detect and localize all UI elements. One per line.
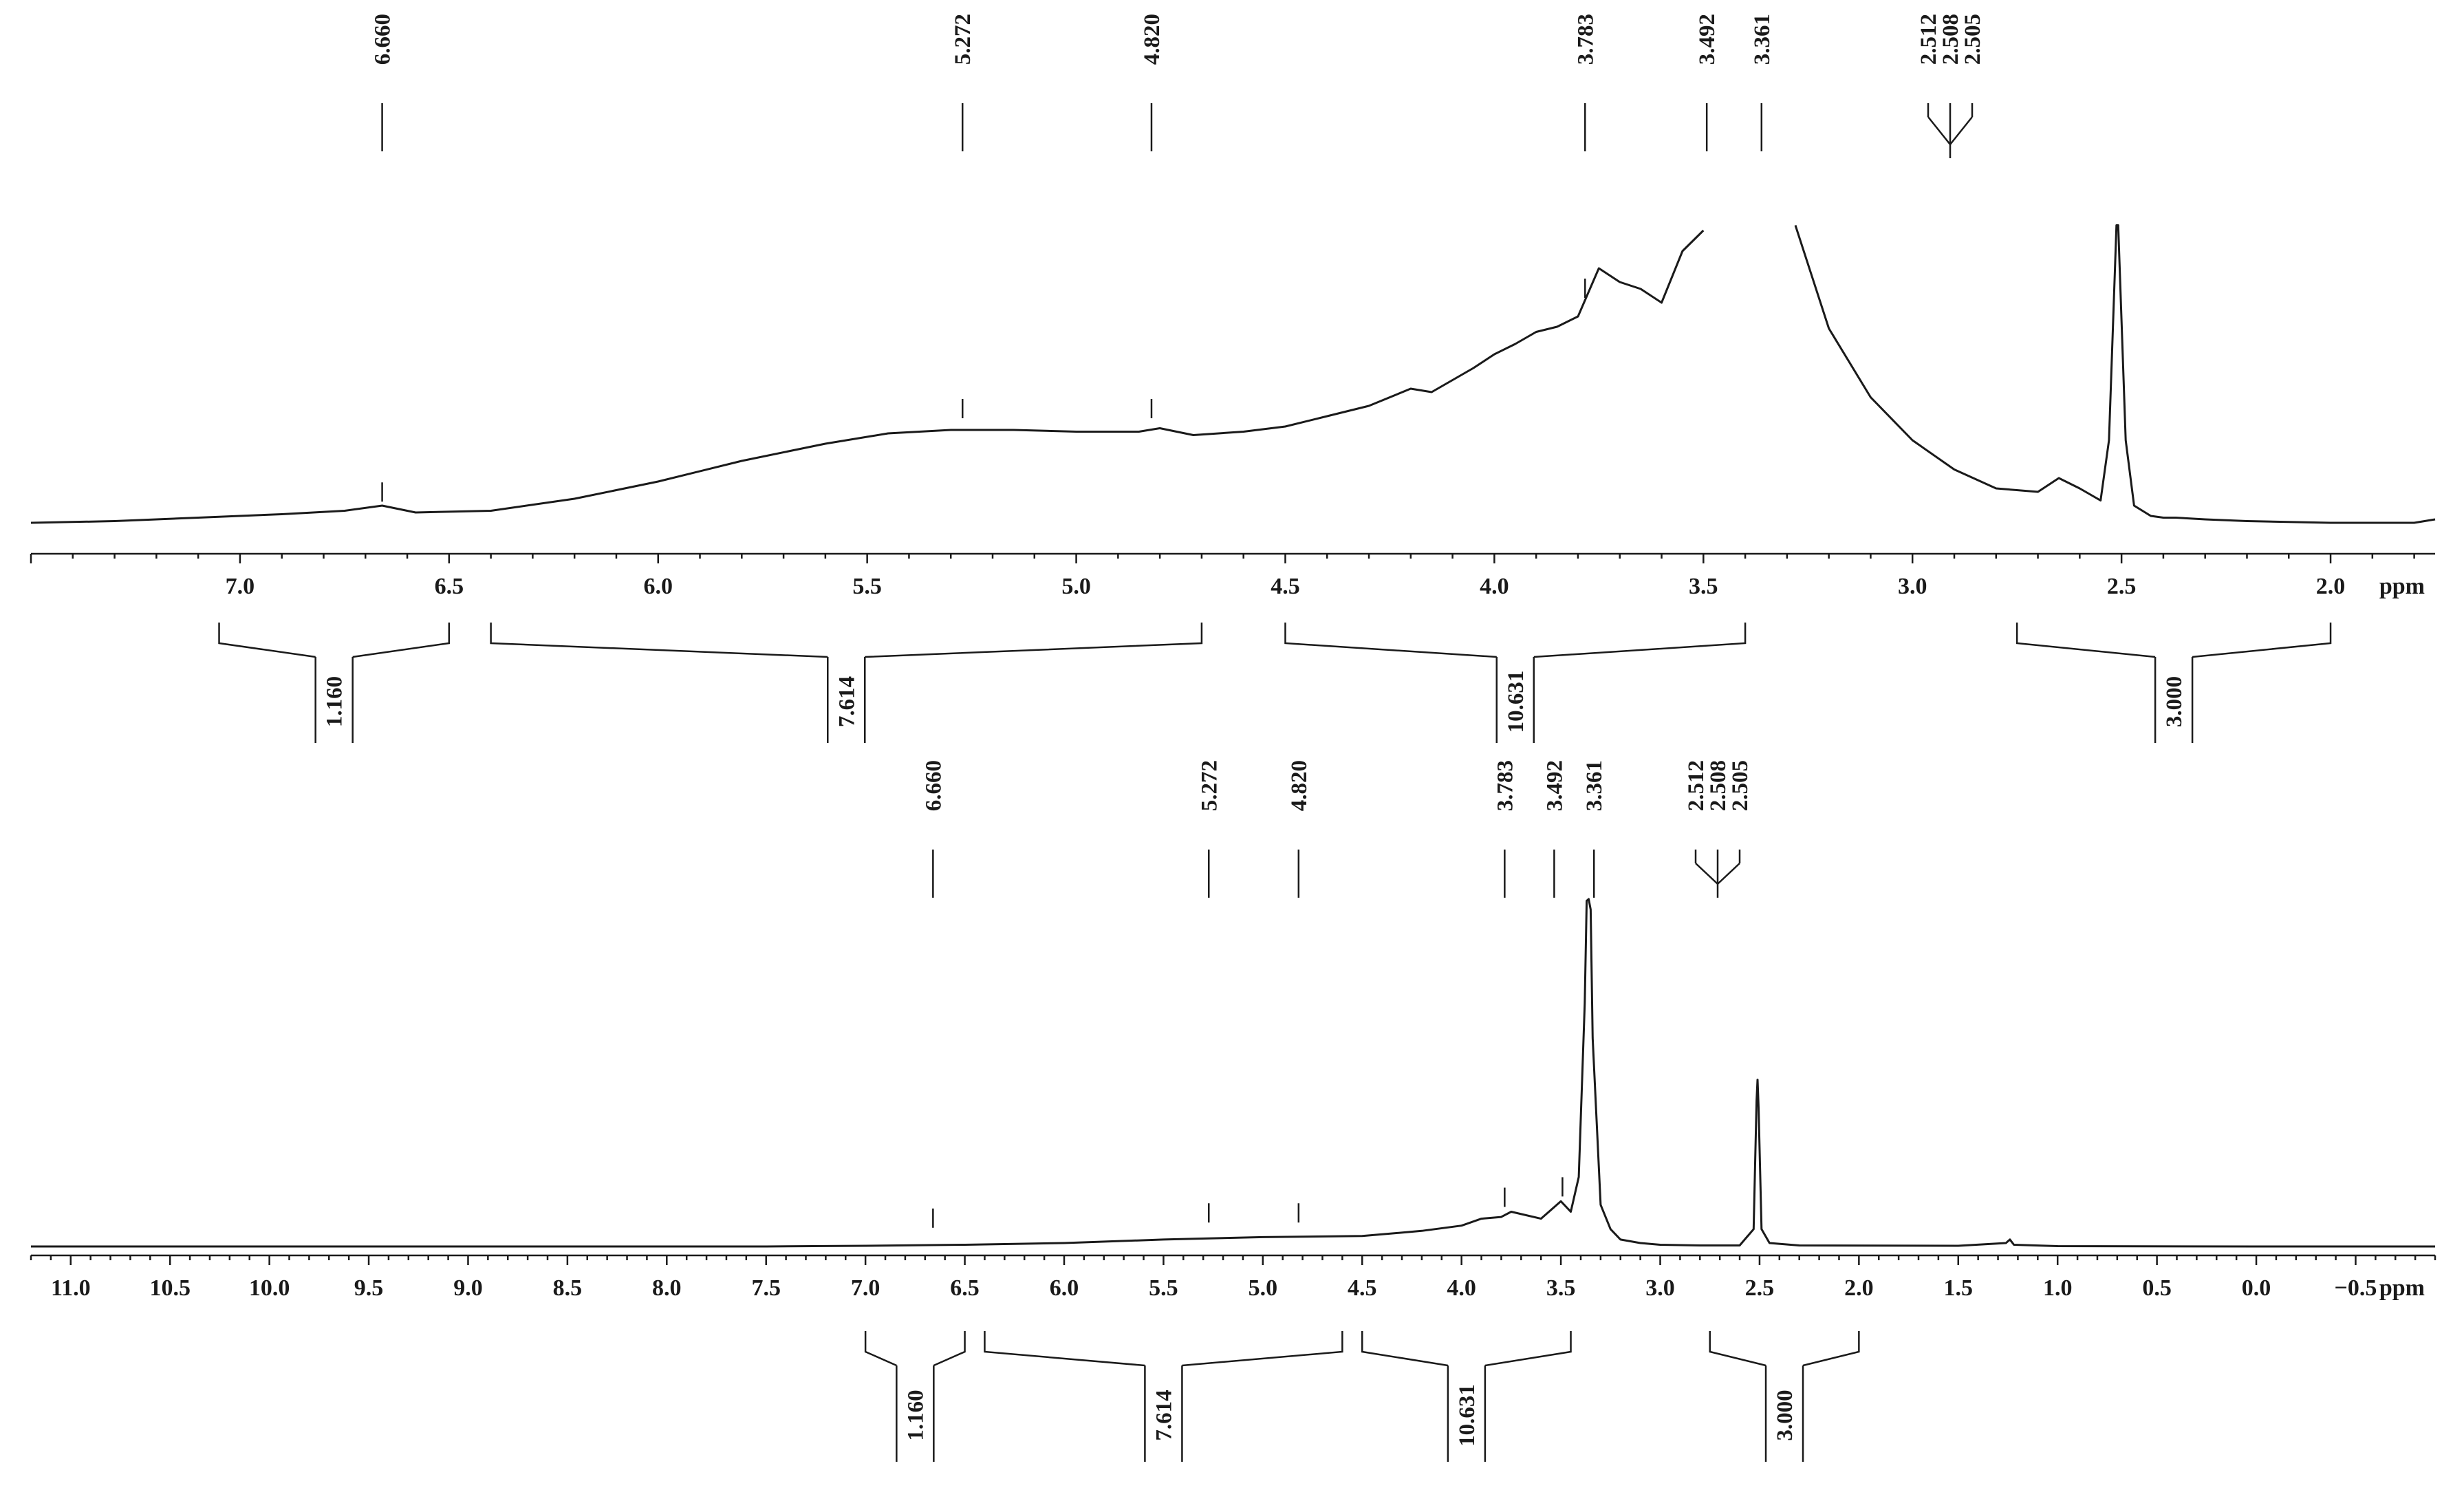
x-tick-label: 4.5	[1348, 1275, 1377, 1301]
peak-label: 5.272	[951, 14, 975, 65]
peak-label: 2.508	[1706, 760, 1731, 811]
x-tick-label: 4.0	[1480, 574, 1509, 599]
x-tick-label: 9.5	[354, 1275, 384, 1301]
integral-value: 7.614	[1152, 1390, 1176, 1440]
x-tick-label: 5.0	[1249, 1275, 1278, 1301]
peak-leader-line	[1949, 116, 1973, 145]
bottom-spectrum-panel: 11.0 10.5 10.0 9.5 9.0 8.5 8.0 7.5 7.0 6.5 6.0 5.5 5…	[30, 760, 2436, 1462]
integral-bracket	[864, 1331, 966, 1367]
spectrum-trace	[31, 898, 2435, 1248]
integral-value: 1.160	[323, 676, 347, 727]
integral-bracket	[490, 623, 1203, 658]
x-tick-label: −0.5	[2335, 1275, 2377, 1301]
x-tick-label: 7.5	[751, 1275, 781, 1301]
integral-bracket	[2015, 623, 2332, 658]
x-tick-label: 6.0	[643, 574, 673, 599]
x-tick-label: 3.0	[1645, 1275, 1675, 1301]
x-tick-label: 5.0	[1061, 574, 1091, 599]
x-tick-label: 5.5	[852, 574, 882, 599]
integral-bracket	[1361, 1331, 1572, 1367]
integral-bracket	[218, 623, 451, 658]
x-tick-label: 0.0	[2242, 1275, 2271, 1301]
peak-label: 3.361	[1582, 760, 1607, 811]
x-axis-label: ppm	[2379, 1275, 2425, 1301]
peak-label: 5.272	[1197, 760, 1222, 811]
x-tick-label: 3.5	[1546, 1275, 1576, 1301]
x-tick-label: 3.0	[1898, 574, 1927, 599]
peak-leader-line	[1717, 863, 1740, 885]
integral-value: 3.000	[1773, 1390, 1797, 1440]
integral-value: 10.631	[1504, 671, 1528, 733]
peak-label: 2.512	[1684, 760, 1709, 811]
peak-label: 4.820	[1140, 14, 1165, 65]
integral-value: 1.160	[903, 1390, 928, 1440]
integral-bracket	[984, 1331, 1343, 1367]
integral-bracket	[1284, 623, 1747, 658]
peak-label: 3.783	[1573, 14, 1598, 65]
x-tick-label: 2.0	[2316, 574, 2346, 599]
x-tick-label: 9.0	[453, 1275, 483, 1301]
x-tick-label: 8.0	[652, 1275, 682, 1301]
peak-label: 3.361	[1750, 14, 1775, 65]
x-tick-label: 3.5	[1689, 574, 1718, 599]
x-tick-label: 0.5	[2142, 1275, 2172, 1301]
x-tick-label: 2.0	[1844, 1275, 1874, 1301]
peak-label: 4.820	[1287, 760, 1312, 811]
x-tick-label: 1.0	[2043, 1275, 2073, 1301]
integral-value: 7.614	[834, 676, 859, 727]
peak-label: 6.660	[921, 760, 946, 811]
x-tick-label: 6.0	[1050, 1275, 1079, 1301]
peak-label: 2.508	[1938, 14, 1963, 65]
spectrum-trace	[1794, 224, 2436, 524]
x-tick-label: 4.5	[1271, 574, 1300, 599]
peak-label: 3.492	[1695, 14, 1720, 65]
integral-bracket	[1709, 1331, 1860, 1367]
peak-leader-line	[1927, 116, 1951, 145]
x-tick-label: 2.5	[2107, 574, 2137, 599]
x-tick-label: 2.5	[1745, 1275, 1775, 1301]
x-tick-label: 6.5	[435, 574, 464, 599]
x-tick-label: 4.0	[1447, 1275, 1476, 1301]
x-tick-label: 5.5	[1149, 1275, 1178, 1301]
x-tick-label: 7.0	[851, 1275, 880, 1301]
integral-value: 10.631	[1455, 1384, 1480, 1447]
peak-label: 3.783	[1493, 760, 1517, 811]
x-tick-label: 1.5	[1944, 1275, 1974, 1301]
peak-label: 6.660	[371, 14, 396, 65]
x-tick-label: 6.5	[950, 1275, 980, 1301]
spectrum-trace	[30, 229, 1705, 524]
x-tick-label: 8.5	[553, 1275, 583, 1301]
peak-label: 2.505	[1960, 14, 1985, 65]
integral-value: 3.000	[2162, 676, 2187, 727]
x-tick-label: 10.0	[249, 1275, 290, 1301]
peak-label: 2.512	[1916, 14, 1941, 65]
peak-label: 3.492	[1542, 760, 1567, 811]
x-tick-label: 10.5	[149, 1275, 191, 1301]
x-axis-label: ppm	[2379, 574, 2425, 599]
peak-label: 2.505	[1728, 760, 1753, 811]
top-spectrum-panel: 7.0 6.5 6.0 5.5 5.0 4.5 4.0 3.5 3.0 2.5 2.0 ppm 6.66…	[30, 14, 2436, 743]
x-tick-label: 7.0	[226, 574, 255, 599]
x-tick-label: 11.0	[51, 1275, 91, 1301]
peak-leader-line	[1695, 863, 1718, 885]
